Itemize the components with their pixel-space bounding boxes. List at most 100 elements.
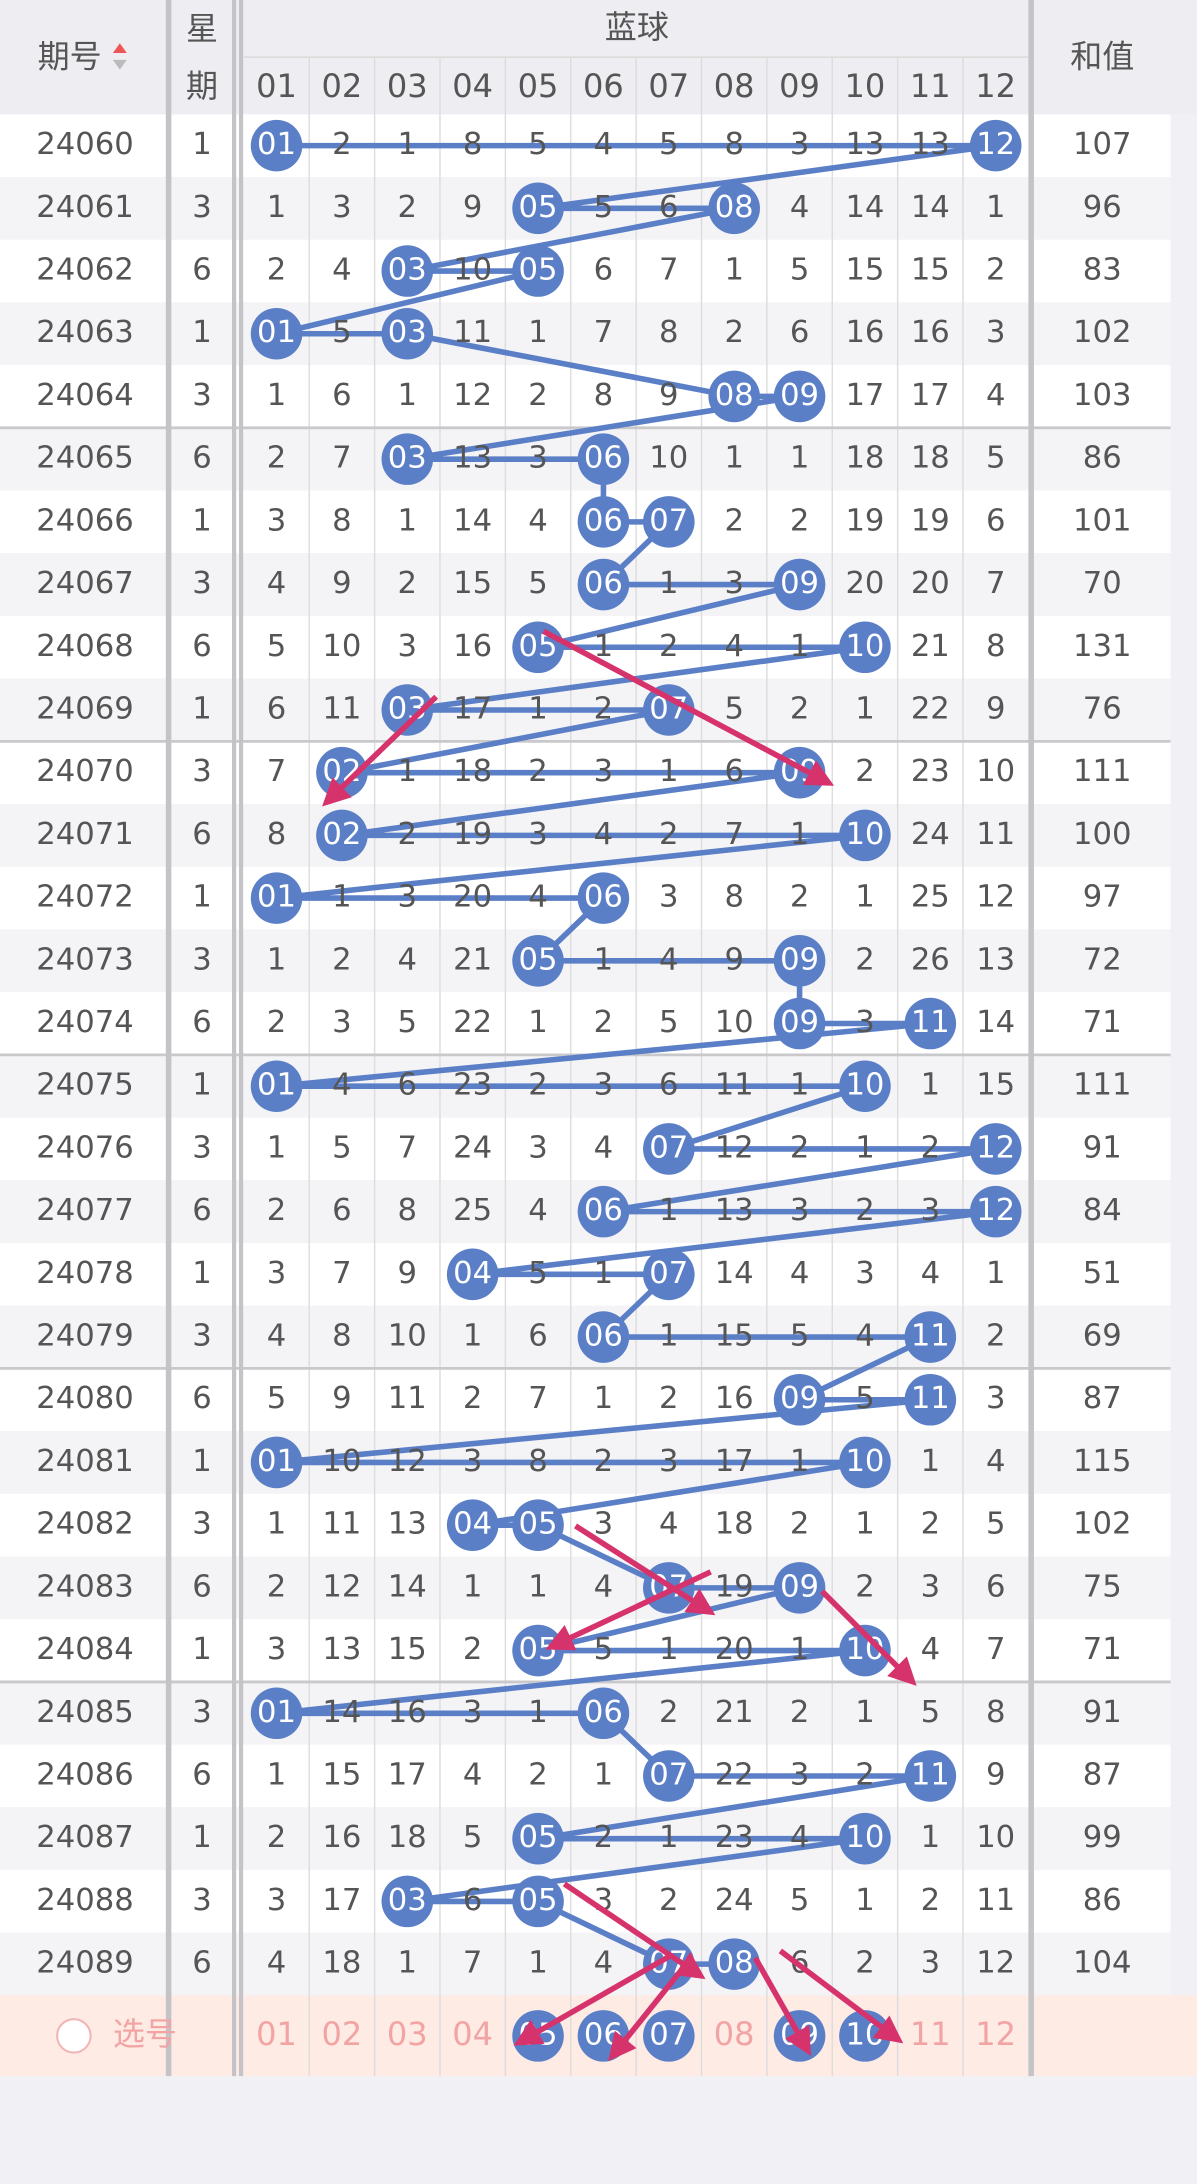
- omission: 4: [921, 1256, 941, 1291]
- sum: 102: [1073, 315, 1131, 350]
- omission: 4: [921, 1632, 941, 1667]
- hit-ball: [904, 1750, 957, 1802]
- omission: 9: [398, 1256, 418, 1291]
- select-label[interactable]: 选号: [113, 2015, 177, 2053]
- sum: 70: [1083, 566, 1122, 601]
- omission: 5: [659, 1005, 679, 1040]
- period: 24067: [36, 566, 133, 601]
- hit-number: 05: [519, 1507, 558, 1542]
- row-bg: [0, 1368, 1171, 1432]
- omission: 24: [911, 817, 950, 852]
- hit-ball: [773, 1373, 826, 1426]
- select-number[interactable]: 07: [649, 2017, 688, 2052]
- hit-ball: [577, 558, 630, 611]
- hit-number: 01: [257, 1068, 296, 1103]
- sum: 91: [1083, 1130, 1122, 1165]
- hit-ball: [446, 1248, 499, 1301]
- omission: 2: [528, 378, 548, 413]
- omission: 1: [659, 1193, 679, 1228]
- sum: 91: [1083, 1695, 1122, 1730]
- hit-number: 06: [584, 1193, 623, 1228]
- omission: 8: [398, 1193, 418, 1228]
- hit-number: 09: [780, 1005, 819, 1040]
- omission: 4: [528, 1193, 548, 1228]
- omission: 3: [267, 1256, 287, 1291]
- select-number[interactable]: 03: [387, 2015, 428, 2053]
- row-bg: [0, 1744, 1171, 1808]
- omission: 3: [659, 880, 679, 915]
- omission: 13: [911, 127, 950, 162]
- omission: 2: [267, 253, 287, 288]
- omission: 1: [921, 1444, 941, 1479]
- period: 24082: [36, 1507, 133, 1542]
- omission: 12: [388, 1444, 427, 1479]
- sum: 104: [1073, 1946, 1131, 1981]
- hit-number: 06: [584, 1695, 623, 1730]
- omission: 5: [986, 441, 1006, 476]
- omission: 2: [659, 817, 679, 852]
- select-number[interactable]: 12: [975, 2015, 1016, 2053]
- select-number[interactable]: 02: [322, 2015, 363, 2053]
- omission: 1: [594, 1381, 614, 1416]
- period-header[interactable]: 期号: [38, 38, 102, 76]
- hit-number: 06: [584, 503, 623, 538]
- omission: 4: [528, 880, 548, 915]
- omission: 12: [976, 1946, 1015, 1981]
- period: 24088: [36, 1883, 133, 1918]
- hit-ball: [512, 182, 564, 235]
- hit-number: 09: [780, 1381, 819, 1416]
- omission: 1: [855, 1130, 875, 1165]
- omission: 7: [528, 1381, 548, 1416]
- select-number[interactable]: 11: [910, 2015, 951, 2053]
- omission: 4: [332, 1068, 352, 1103]
- omission: 3: [855, 1005, 875, 1040]
- hit-number: 12: [976, 127, 1015, 162]
- hit-number: 10: [845, 817, 884, 852]
- hit-number: 05: [519, 1632, 558, 1667]
- omission: 1: [398, 1946, 418, 1981]
- arrow: [778, 1948, 904, 2044]
- hit-number: 09: [780, 378, 819, 413]
- omission: 6: [398, 1068, 418, 1103]
- omission: 3: [659, 1444, 679, 1479]
- hit-number: 03: [388, 441, 427, 476]
- sum-header: 和值: [1070, 38, 1134, 76]
- omission: 5: [332, 315, 352, 350]
- hit-ball: [577, 433, 630, 485]
- hit-ball: [512, 935, 564, 987]
- hit-ball: [773, 558, 826, 611]
- row-bg: [0, 1556, 1171, 1620]
- period: 24073: [36, 942, 133, 977]
- weekday: 1: [192, 503, 211, 538]
- weekday: 3: [192, 1319, 211, 1354]
- omission: 2: [267, 1005, 287, 1040]
- select-number[interactable]: 04: [452, 2015, 493, 2053]
- select-number[interactable]: 01: [256, 2015, 297, 2053]
- omission: 2: [986, 253, 1006, 288]
- period: 24084: [36, 1632, 133, 1667]
- omission: 11: [976, 1883, 1015, 1918]
- select-number[interactable]: 08: [714, 2015, 755, 2053]
- weekday: 6: [192, 1946, 211, 1981]
- period: 24080: [36, 1381, 133, 1416]
- omission: 5: [528, 566, 548, 601]
- sum: 115: [1073, 1444, 1131, 1479]
- radio[interactable]: [56, 2018, 92, 2054]
- omission: 7: [659, 253, 679, 288]
- omission: 2: [790, 503, 810, 538]
- selected-ball[interactable]: [643, 2010, 695, 2062]
- column-label: 04: [452, 67, 493, 105]
- period: 24071: [36, 817, 133, 852]
- hit-ball: [643, 684, 695, 736]
- hit-ball: [316, 809, 368, 862]
- period: 24065: [36, 441, 133, 476]
- omission: 1: [528, 1946, 548, 1981]
- omission: 5: [267, 1381, 287, 1416]
- omission: 22: [911, 691, 950, 726]
- column-label: 10: [845, 67, 886, 105]
- omission: 25: [911, 880, 950, 915]
- weekday: 1: [192, 1444, 211, 1479]
- arrow: [608, 1963, 688, 2062]
- omission: 3: [528, 817, 548, 852]
